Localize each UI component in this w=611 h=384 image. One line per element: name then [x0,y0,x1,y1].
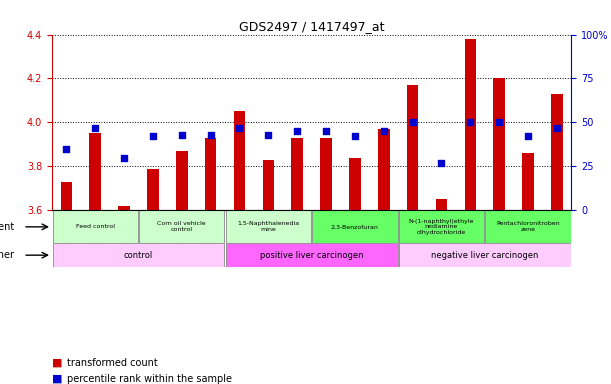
Point [321,128,331,134]
Bar [312,210,398,243]
Text: 1,5-Naphthalenedia
mine: 1,5-Naphthalenedia mine [237,222,299,232]
Text: ■: ■ [52,358,62,368]
Point [263,132,273,138]
Bar [234,111,245,210]
Text: Pentachloronitroben
zene: Pentachloronitroben zene [496,222,560,232]
Point [62,146,71,152]
Point [206,132,216,138]
Bar [407,85,419,210]
Bar [225,243,398,267]
Text: negative liver carcinogen: negative liver carcinogen [431,251,538,260]
Bar [378,129,390,210]
Bar [60,182,72,210]
Bar [119,206,130,210]
Bar [205,138,216,210]
Bar [399,210,484,243]
Point [148,133,158,139]
Point [350,133,360,139]
Text: Corn oil vehicle
control: Corn oil vehicle control [158,222,206,232]
Text: agent: agent [0,222,15,232]
Point [235,125,244,131]
Bar [349,157,360,210]
Text: percentile rank within the sample: percentile rank within the sample [67,374,232,384]
Bar [399,243,571,267]
Text: other: other [0,250,15,260]
Point [177,132,187,138]
Text: N-(1-naphthyl)ethyle
nediamine
dihydrochloride: N-(1-naphthyl)ethyle nediamine dihydroch… [409,218,474,235]
Bar [551,94,563,210]
Point [292,128,302,134]
Bar [436,199,447,210]
Bar [147,169,159,210]
Bar [320,138,332,210]
Point [523,133,533,139]
Bar [485,210,571,243]
Point [494,119,504,126]
Bar [263,160,274,210]
Point [437,160,447,166]
Text: Feed control: Feed control [76,224,115,229]
Point [552,125,562,131]
Point [379,128,389,134]
Bar [53,243,224,267]
Bar [291,138,303,210]
Text: control: control [124,251,153,260]
Text: GDS2497 / 1417497_at: GDS2497 / 1417497_at [239,20,384,33]
Bar [53,210,138,243]
Point [119,154,129,161]
Bar [139,210,224,243]
Bar [225,210,311,243]
Text: ■: ■ [52,374,62,384]
Bar [89,133,101,210]
Point [90,125,100,131]
Bar [464,39,476,210]
Text: 2,3-Benzofuran: 2,3-Benzofuran [331,224,379,229]
Bar [176,151,188,210]
Point [408,119,417,126]
Text: positive liver carcinogen: positive liver carcinogen [260,251,364,260]
Text: transformed count: transformed count [67,358,158,368]
Point [466,119,475,126]
Bar [522,153,534,210]
Bar [494,78,505,210]
